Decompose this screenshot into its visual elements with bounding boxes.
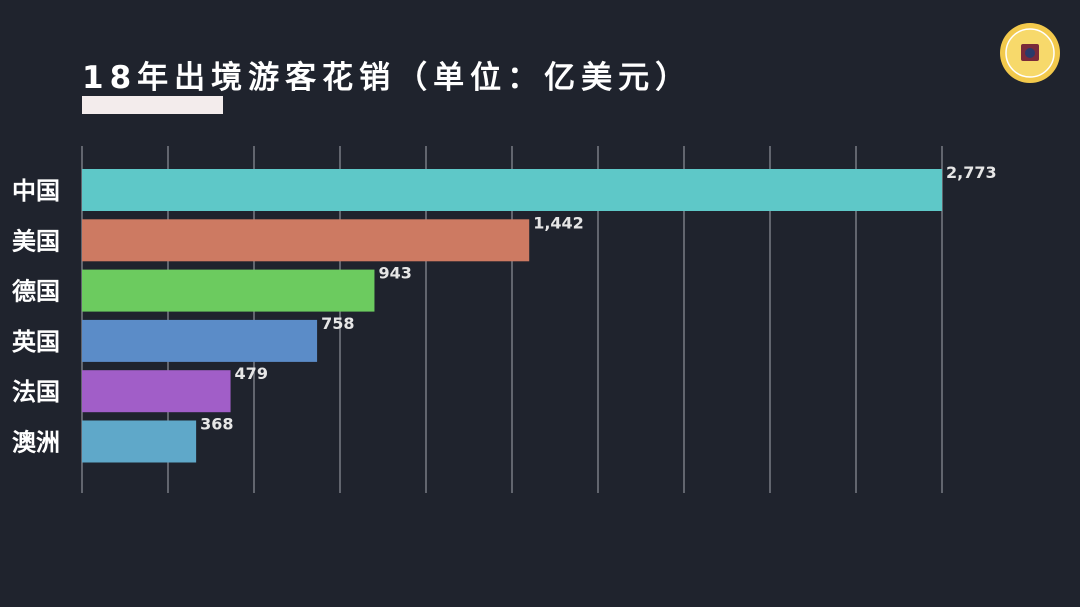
bar — [82, 420, 197, 463]
category-label: 中国 — [12, 177, 60, 205]
value-label: 2,773 — [946, 163, 997, 182]
value-label: 479 — [235, 364, 268, 383]
category-label: 德国 — [12, 278, 60, 306]
value-label: 368 — [200, 415, 233, 434]
title-underline — [82, 96, 223, 114]
bar — [82, 269, 375, 312]
category-label: 英国 — [12, 328, 60, 356]
finance-badge-icon — [1000, 23, 1060, 83]
value-label: 758 — [321, 314, 354, 333]
category-label: 法国 — [12, 378, 60, 406]
category-label: 美国 — [12, 227, 60, 255]
value-label: 943 — [378, 264, 411, 283]
chart-title: 18年出境游客花销（单位：亿美元） — [82, 60, 693, 96]
bar — [82, 370, 231, 413]
bar — [82, 319, 318, 362]
bar — [82, 219, 530, 262]
value-label: 1,442 — [533, 213, 584, 232]
bar — [82, 169, 942, 211]
category-label: 澳洲 — [12, 429, 60, 457]
